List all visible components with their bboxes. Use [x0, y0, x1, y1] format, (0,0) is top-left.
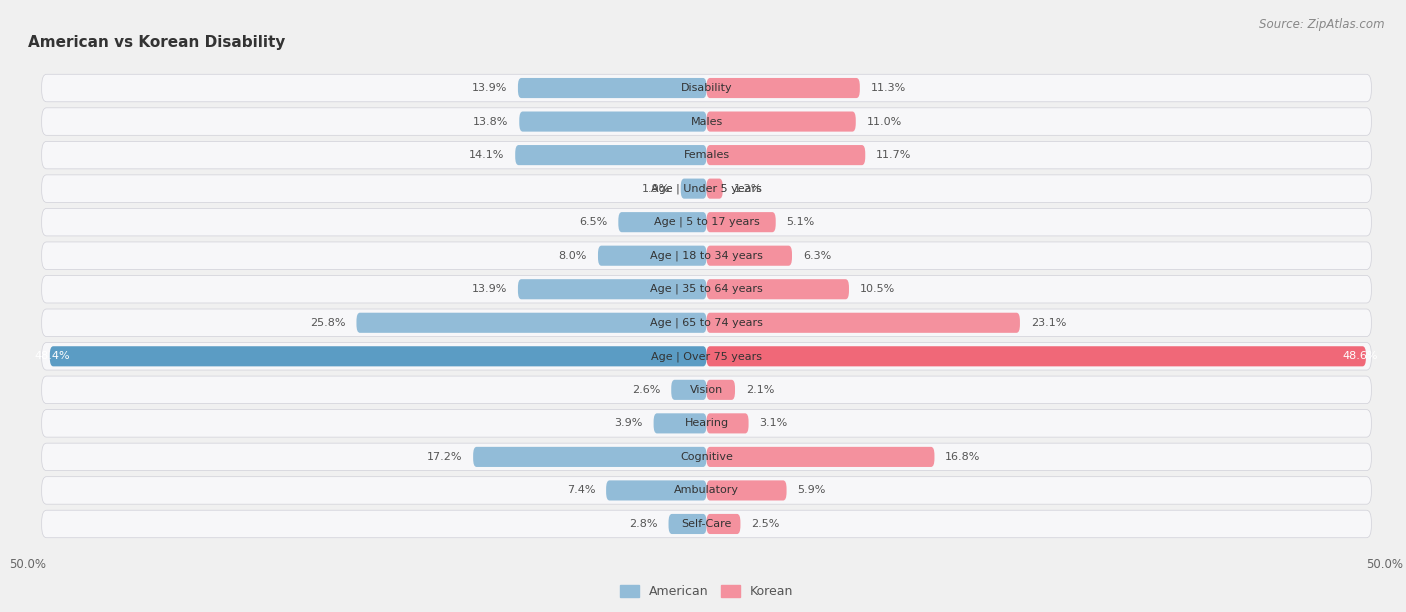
Text: 25.8%: 25.8% — [311, 318, 346, 328]
FancyBboxPatch shape — [42, 443, 1371, 471]
Text: 13.8%: 13.8% — [472, 116, 509, 127]
FancyBboxPatch shape — [606, 480, 707, 501]
FancyBboxPatch shape — [707, 313, 1019, 333]
FancyBboxPatch shape — [42, 343, 1371, 370]
Text: Age | 5 to 17 years: Age | 5 to 17 years — [654, 217, 759, 228]
FancyBboxPatch shape — [619, 212, 707, 232]
Text: Age | Under 5 years: Age | Under 5 years — [651, 184, 762, 194]
Text: Age | 65 to 74 years: Age | 65 to 74 years — [650, 318, 763, 328]
Text: Source: ZipAtlas.com: Source: ZipAtlas.com — [1260, 18, 1385, 31]
Text: 16.8%: 16.8% — [945, 452, 981, 462]
Text: 3.9%: 3.9% — [614, 419, 643, 428]
Text: Age | 35 to 64 years: Age | 35 to 64 years — [650, 284, 763, 294]
FancyBboxPatch shape — [707, 447, 935, 467]
FancyBboxPatch shape — [707, 514, 741, 534]
Text: 48.6%: 48.6% — [1343, 351, 1378, 361]
FancyBboxPatch shape — [42, 275, 1371, 303]
Text: Hearing: Hearing — [685, 419, 728, 428]
Text: Males: Males — [690, 116, 723, 127]
FancyBboxPatch shape — [654, 413, 707, 433]
Text: 13.9%: 13.9% — [471, 284, 508, 294]
Text: 2.1%: 2.1% — [745, 385, 775, 395]
FancyBboxPatch shape — [42, 175, 1371, 203]
Text: Females: Females — [683, 150, 730, 160]
FancyBboxPatch shape — [42, 209, 1371, 236]
Legend: American, Korean: American, Korean — [614, 580, 799, 603]
Text: 2.5%: 2.5% — [751, 519, 780, 529]
Text: 10.5%: 10.5% — [860, 284, 896, 294]
FancyBboxPatch shape — [42, 309, 1371, 337]
FancyBboxPatch shape — [517, 78, 707, 98]
FancyBboxPatch shape — [42, 74, 1371, 102]
Text: 17.2%: 17.2% — [427, 452, 463, 462]
Text: 6.5%: 6.5% — [579, 217, 607, 227]
FancyBboxPatch shape — [707, 346, 1365, 367]
Text: 1.9%: 1.9% — [641, 184, 669, 193]
FancyBboxPatch shape — [671, 380, 707, 400]
FancyBboxPatch shape — [42, 409, 1371, 437]
FancyBboxPatch shape — [42, 510, 1371, 538]
FancyBboxPatch shape — [357, 313, 707, 333]
Text: 2.8%: 2.8% — [628, 519, 658, 529]
Text: 14.1%: 14.1% — [470, 150, 505, 160]
Text: 48.4%: 48.4% — [35, 351, 70, 361]
FancyBboxPatch shape — [707, 111, 856, 132]
FancyBboxPatch shape — [681, 179, 707, 199]
Text: Ambulatory: Ambulatory — [673, 485, 740, 496]
Text: 6.3%: 6.3% — [803, 251, 831, 261]
FancyBboxPatch shape — [707, 245, 792, 266]
FancyBboxPatch shape — [707, 212, 776, 232]
Text: Age | 18 to 34 years: Age | 18 to 34 years — [650, 250, 763, 261]
FancyBboxPatch shape — [707, 413, 748, 433]
Text: 7.4%: 7.4% — [567, 485, 595, 496]
Text: 11.3%: 11.3% — [870, 83, 905, 93]
Text: 5.1%: 5.1% — [786, 217, 815, 227]
FancyBboxPatch shape — [707, 78, 860, 98]
Text: Disability: Disability — [681, 83, 733, 93]
FancyBboxPatch shape — [668, 514, 707, 534]
FancyBboxPatch shape — [707, 179, 723, 199]
FancyBboxPatch shape — [707, 380, 735, 400]
Text: 2.6%: 2.6% — [633, 385, 661, 395]
FancyBboxPatch shape — [42, 108, 1371, 135]
FancyBboxPatch shape — [517, 279, 707, 299]
Text: Cognitive: Cognitive — [681, 452, 733, 462]
Text: 13.9%: 13.9% — [471, 83, 508, 93]
Text: Vision: Vision — [690, 385, 723, 395]
FancyBboxPatch shape — [707, 145, 865, 165]
FancyBboxPatch shape — [42, 376, 1371, 403]
Text: 23.1%: 23.1% — [1031, 318, 1066, 328]
FancyBboxPatch shape — [598, 245, 707, 266]
Text: 8.0%: 8.0% — [558, 251, 588, 261]
Text: 1.2%: 1.2% — [734, 184, 762, 193]
FancyBboxPatch shape — [707, 279, 849, 299]
Text: American vs Korean Disability: American vs Korean Disability — [28, 35, 285, 50]
FancyBboxPatch shape — [515, 145, 707, 165]
FancyBboxPatch shape — [49, 346, 707, 367]
FancyBboxPatch shape — [42, 242, 1371, 269]
FancyBboxPatch shape — [519, 111, 707, 132]
Text: 3.1%: 3.1% — [759, 419, 787, 428]
FancyBboxPatch shape — [707, 480, 786, 501]
FancyBboxPatch shape — [42, 141, 1371, 169]
Text: 11.7%: 11.7% — [876, 150, 911, 160]
Text: Self-Care: Self-Care — [682, 519, 731, 529]
Text: 5.9%: 5.9% — [797, 485, 825, 496]
Text: Age | Over 75 years: Age | Over 75 years — [651, 351, 762, 362]
FancyBboxPatch shape — [42, 477, 1371, 504]
Text: 11.0%: 11.0% — [866, 116, 901, 127]
FancyBboxPatch shape — [474, 447, 707, 467]
